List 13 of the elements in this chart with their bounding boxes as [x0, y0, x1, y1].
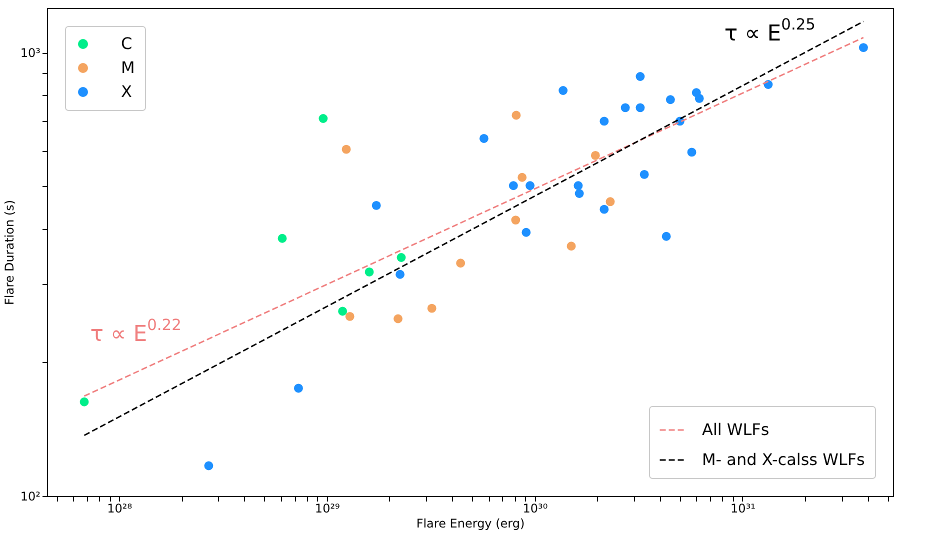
legend-label: M- and X-calss WLFs — [702, 450, 865, 469]
legend-label: M — [121, 58, 135, 77]
legend-label: X — [121, 82, 132, 101]
x-tick-label: 10³¹ — [730, 502, 756, 516]
legend-label: C — [121, 34, 132, 53]
y-tick-label: 10³ — [20, 46, 41, 60]
x-axis-title: Flare Energy (erg) — [416, 516, 525, 530]
legend-label: All WLFs — [702, 420, 770, 439]
x-tick-label: 10³⁰ — [522, 502, 548, 516]
y-tick-label: 10² — [20, 490, 41, 504]
y-axis-title: Flare Duration (s) — [2, 200, 16, 306]
x-tick-label: 10²⁹ — [314, 502, 340, 516]
x-tick-label: 10²⁸ — [107, 502, 132, 516]
